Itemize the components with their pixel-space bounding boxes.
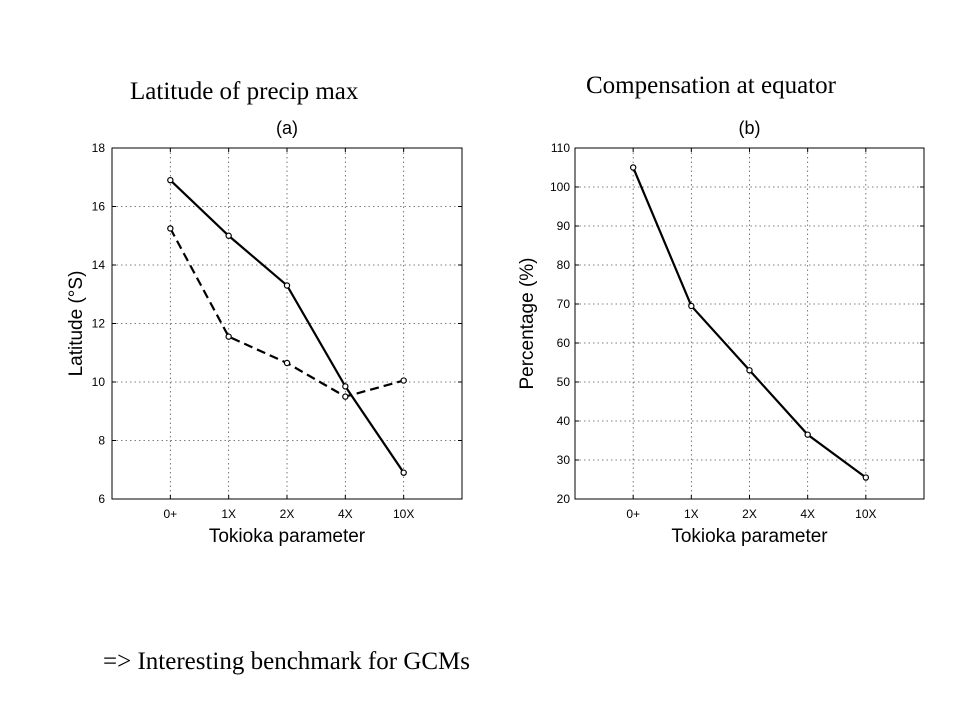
y-tick-label: 40 <box>557 414 571 428</box>
data-point <box>862 474 870 481</box>
y-tick-label: 110 <box>551 141 570 155</box>
x-axis-label: Tokioka parameter <box>671 526 828 547</box>
panel-label: (b) <box>739 118 761 138</box>
x-tick-label: 4X <box>800 507 815 521</box>
y-tick-label: 100 <box>550 180 570 194</box>
data-point <box>167 176 174 184</box>
data-point <box>804 431 811 438</box>
y-tick-label: 8 <box>98 434 105 448</box>
x-tick-label: 2X <box>742 507 757 521</box>
data-point <box>167 225 174 232</box>
y-tick-label: 10 <box>92 375 106 389</box>
x-tick-label: 1X <box>221 507 236 521</box>
y-tick-label: 90 <box>557 219 571 233</box>
data-point <box>342 383 349 390</box>
data-point <box>400 377 407 384</box>
footer-note: => Interesting benchmark for GCMs <box>103 648 471 675</box>
y-tick-label: 70 <box>557 297 571 311</box>
chart-b-heading: Compensation at equator <box>586 72 836 99</box>
y-axis-label: Percentage (%) <box>517 257 538 389</box>
x-tick-label: 2X <box>280 507 295 521</box>
y-tick-label: 80 <box>557 258 571 272</box>
y-tick-label: 20 <box>557 492 571 506</box>
chart-b: 20 30 40 50 60 70 80 90 100 110 0+ 1X 2X 4X 10X (b) Toki… <box>517 118 925 547</box>
x-tick-label: 10X <box>393 507 414 521</box>
x-tick-label: 1X <box>684 507 699 521</box>
data-point <box>342 393 349 400</box>
y-axis-label: Latitude (°S) <box>66 271 87 377</box>
panel-label: (a) <box>276 118 298 138</box>
chart-a-heading: Latitude of precip max <box>130 78 359 105</box>
y-tick-label: 12 <box>92 317 106 331</box>
data-point <box>283 282 291 289</box>
y-tick-label: 60 <box>557 336 571 350</box>
data-point <box>688 302 695 310</box>
x-tick-label: 0+ <box>163 507 177 521</box>
data-point <box>746 367 753 374</box>
x-tick-label: 4X <box>338 507 353 521</box>
x-axis-label: Tokioka parameter <box>209 526 366 547</box>
y-tick-label: 50 <box>557 375 571 389</box>
data-point <box>225 333 232 340</box>
y-tick-label: 14 <box>92 258 106 272</box>
y-tick-label: 6 <box>98 492 105 506</box>
data-point <box>400 469 407 476</box>
data-point <box>225 232 232 239</box>
chart-a: 6 8 10 12 14 16 18 0+ 1X 2X 4X 10X (a) Tokioka parame… <box>66 118 463 547</box>
y-tick-label: 30 <box>557 453 571 467</box>
x-tick-label: 10X <box>855 507 876 521</box>
data-point <box>283 359 291 367</box>
data-point <box>629 164 637 171</box>
x-tick-label: 0+ <box>626 507 640 521</box>
y-tick-label: 18 <box>92 141 106 155</box>
y-tick-label: 16 <box>92 200 106 214</box>
